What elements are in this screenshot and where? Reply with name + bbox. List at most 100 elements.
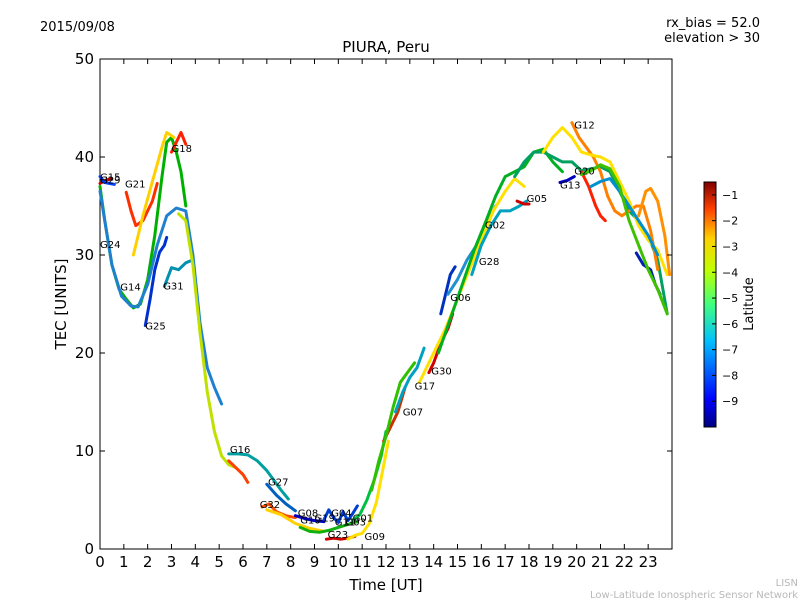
x-tick-label: 7 bbox=[262, 553, 272, 571]
satellite-label: G09 bbox=[365, 532, 385, 543]
x-tick-label: 20 bbox=[567, 553, 586, 571]
colorbar bbox=[703, 181, 717, 428]
satellite-label: G21 bbox=[125, 179, 145, 190]
series-line-g17 bbox=[394, 346, 426, 414]
series-line-g32b bbox=[265, 508, 326, 533]
satellite-label: G16 bbox=[230, 445, 250, 456]
series-line-g02 bbox=[470, 199, 529, 277]
series-line-g12b bbox=[541, 126, 669, 277]
colorbar-tick-label: −5 bbox=[722, 292, 738, 305]
y-tick-label: 0 bbox=[84, 540, 94, 558]
series-line-g13 bbox=[558, 175, 576, 184]
date-label: 2015/09/08 bbox=[40, 20, 115, 35]
colorbar-tick-label: −1 bbox=[722, 189, 738, 202]
series-line-g16b bbox=[227, 459, 250, 484]
x-tick-label: 21 bbox=[591, 553, 610, 571]
satellite-label: G13 bbox=[560, 180, 580, 191]
colorbar-tick-label: −3 bbox=[722, 240, 738, 253]
footer-org-short: LISN bbox=[776, 578, 798, 589]
y-tick-label: 50 bbox=[75, 50, 94, 68]
colorbar-tick-label: −6 bbox=[722, 318, 738, 331]
colorbar-tick-label: −4 bbox=[722, 266, 738, 279]
satellite-label: G14 bbox=[120, 282, 140, 293]
satellite-label: G06 bbox=[450, 293, 470, 304]
colorbar-tick-label: −8 bbox=[722, 369, 738, 382]
x-tick-label: 12 bbox=[376, 553, 395, 571]
x-tick-label: 6 bbox=[238, 553, 248, 571]
series-line-g16c bbox=[227, 452, 290, 501]
series-line-g25 bbox=[143, 235, 169, 328]
footer-org-long: Low-Latitude Ionospheric Sensor Network bbox=[590, 590, 798, 600]
series-layer bbox=[98, 121, 672, 541]
satellite-label: G10 bbox=[300, 516, 320, 527]
satellite-label: G27 bbox=[268, 477, 288, 488]
chart-title: PIURA, Peru bbox=[342, 38, 429, 56]
satellite-label: G32 bbox=[260, 500, 280, 511]
y-tick-label: 40 bbox=[75, 148, 94, 166]
satellite-label: G30 bbox=[431, 367, 451, 378]
series-line-g28b bbox=[436, 147, 564, 355]
series-line-g27 bbox=[265, 482, 297, 513]
series-line-g21 bbox=[124, 182, 159, 228]
colorbar-label: Latitude bbox=[742, 277, 757, 331]
series-line-g26 bbox=[98, 189, 224, 406]
series-line-g09 bbox=[346, 439, 390, 541]
series-line-g31 bbox=[162, 258, 195, 288]
series-line-g08 bbox=[293, 514, 326, 524]
series-line-g14 bbox=[131, 131, 176, 257]
satellite-label: G24 bbox=[100, 240, 120, 251]
x-tick-label: 10 bbox=[329, 553, 348, 571]
x-tick-label: 2 bbox=[143, 553, 153, 571]
x-tick-label: 16 bbox=[472, 553, 491, 571]
satellite-label: G19 bbox=[315, 514, 335, 525]
satellite-label: G03 bbox=[346, 518, 366, 529]
series-line-g12 bbox=[570, 121, 660, 272]
satellite-label: G15 bbox=[100, 173, 120, 184]
y-tick-label: 20 bbox=[75, 344, 94, 362]
satellite-label: G01 bbox=[353, 514, 373, 525]
series-line-g12c bbox=[579, 170, 607, 223]
x-tick-label: 14 bbox=[424, 553, 443, 571]
x-tick-label: 13 bbox=[400, 553, 419, 571]
series-line-g04 bbox=[322, 504, 359, 524]
x-axis-label: Time [UT] bbox=[348, 576, 422, 594]
x-tick-label: 3 bbox=[167, 553, 177, 571]
satellite-label: G29 bbox=[100, 176, 120, 187]
x-tick-label: 17 bbox=[496, 553, 515, 571]
rx-bias-label: rx_bias = 52.0 bbox=[666, 16, 760, 31]
colorbar-ticks: −1 −2 −3 −4 −5 −6 −7 −8 −9 bbox=[712, 189, 738, 408]
satellite-label: G20 bbox=[574, 167, 594, 178]
series-line-g10 bbox=[298, 520, 359, 534]
satellite-label: G17 bbox=[415, 381, 435, 392]
x-tick-label: 18 bbox=[519, 553, 538, 571]
satellite-label: G23 bbox=[328, 530, 348, 541]
series-line-g05 bbox=[515, 199, 531, 206]
satellite-label: G07 bbox=[403, 408, 423, 419]
series-line-g20b bbox=[579, 163, 669, 316]
series-line-g26b bbox=[637, 186, 672, 277]
x-tick-label: 11 bbox=[353, 553, 372, 571]
satellite-label: G25 bbox=[145, 322, 165, 333]
x-tick-label: 0 bbox=[95, 553, 105, 571]
satellite-label: G11 bbox=[335, 518, 355, 529]
elevation-label: elevation > 30 bbox=[664, 31, 760, 46]
x-tick-label: 19 bbox=[543, 553, 562, 571]
series-line-g18 bbox=[170, 131, 188, 154]
x-tick-label: 1 bbox=[119, 553, 129, 571]
satellite-label: G04 bbox=[331, 509, 351, 520]
satellite-label: G08 bbox=[298, 509, 318, 520]
x-tick-label: 23 bbox=[639, 553, 658, 571]
x-tick-label: 8 bbox=[286, 553, 296, 571]
axis-ticks: 0 1 2 3 4 5 6 7 8 9 10 11 12 13 14 15 16 17 18 19 20 21 22 2301… bbox=[75, 50, 672, 571]
satellite-label: G12 bbox=[574, 121, 594, 132]
x-tick-label: 5 bbox=[214, 553, 224, 571]
y-tick-label: 30 bbox=[75, 246, 94, 264]
satellite-label: G05 bbox=[527, 194, 547, 205]
y-axis-label: TEC [UNITS] bbox=[52, 259, 70, 351]
series-line-g06b bbox=[417, 177, 526, 384]
x-tick-label: 15 bbox=[448, 553, 467, 571]
plot-frame bbox=[99, 58, 673, 550]
series-line-g29 bbox=[98, 175, 116, 186]
